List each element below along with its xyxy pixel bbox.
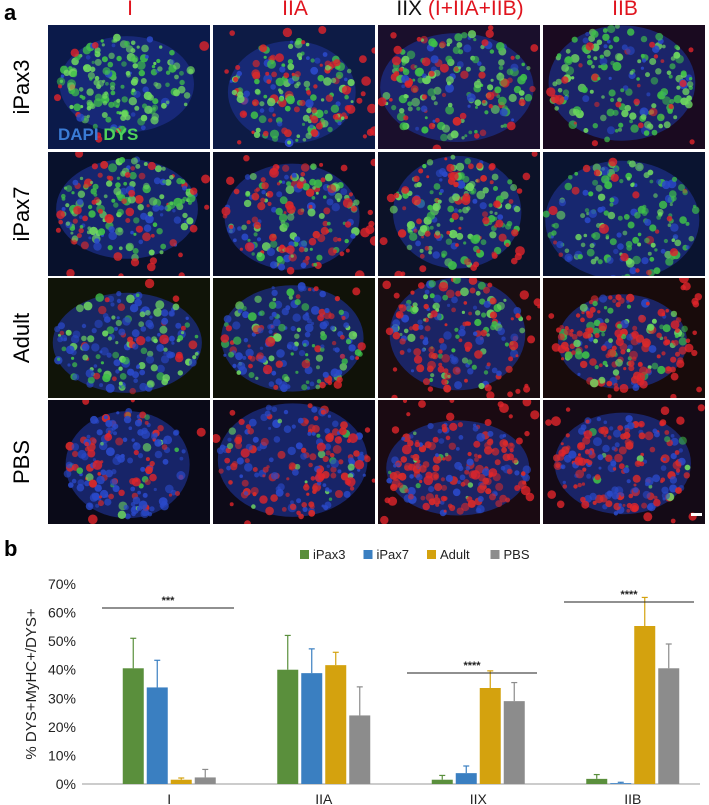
bar-ipax7-i: [146, 687, 168, 784]
bar-chart: 0% 10% 20% 30% 40% 50% 60% 70% % DYS+MyHC+/DYS+ i…: [23, 547, 700, 805]
panel-letter-a: a: [4, 0, 17, 25]
y-tick-label: 30%: [48, 690, 76, 706]
y-tick-label: 0%: [56, 776, 76, 792]
legend-label-pbs: PBS: [504, 547, 530, 562]
row-header-ipax3: iPax3: [9, 59, 34, 115]
bar-pbs-iix: [503, 701, 525, 784]
stain-label-dapi: DAPI: [58, 125, 99, 144]
bar-ipax7-iib: [610, 783, 632, 784]
column-header-text: (I+IIA+IIB): [427, 0, 524, 20]
column-header-4: IIB: [543, 0, 707, 21]
bar-adult-iib: [634, 626, 656, 784]
y-tick-label: 20%: [48, 719, 76, 735]
row-header-adult: Adult: [9, 312, 34, 364]
micrograph-ipax7-3: [378, 152, 540, 276]
legend-label-adult: Adult: [440, 547, 470, 562]
micrograph-adult-4: [543, 278, 705, 398]
legend-label-ipax7: iPax7: [377, 547, 410, 562]
x-tick-label-iia: IIA: [315, 791, 333, 805]
bar-pbs-iia: [349, 715, 371, 784]
bar-adult-iia: [325, 665, 347, 784]
micrograph-adult-2: [213, 278, 375, 398]
significance-label-iib: ****: [620, 589, 638, 601]
x-tick-label-iib: IIB: [624, 791, 641, 805]
legend-label-ipax3: iPax3: [313, 547, 346, 562]
column-header-2: IIA: [213, 0, 377, 21]
x-tick-label-i: I: [167, 791, 171, 805]
micrograph-pbs-3: [378, 400, 540, 524]
stain-label-dys: DYS: [103, 125, 139, 144]
bar-ipax3-i: [122, 668, 144, 784]
column-header-text: IIA: [282, 0, 308, 20]
bar-pbs-i: [194, 777, 216, 784]
micrograph-ipax7-4: [543, 152, 705, 276]
micrograph-adult-3: [378, 278, 540, 398]
bar-pbs-iib: [658, 668, 680, 784]
micrograph-ipax3-4: [543, 25, 705, 149]
column-header-text: IIX: [396, 0, 428, 20]
micrograph-ipax7-2: [213, 152, 375, 276]
legend-swatch-adult: [427, 550, 436, 559]
legend-swatch-ipax3: [300, 550, 309, 559]
micrograph-pbs-2: [213, 400, 375, 524]
y-tick-label: 60%: [48, 605, 76, 621]
x-tick-label-iix: IIX: [470, 791, 488, 805]
bar-ipax3-iia: [277, 669, 299, 784]
stain-label: DAPI DYS: [58, 125, 138, 145]
micrograph-pbs-4: [543, 400, 705, 524]
micrograph-ipax3-3: [378, 25, 540, 149]
row-header-pbs: PBS: [9, 439, 34, 485]
bar-adult-i: [170, 779, 192, 784]
bar-ipax3-iib: [586, 778, 608, 784]
significance-label-i: ***: [162, 595, 176, 607]
y-tick-label: 70%: [48, 576, 76, 592]
micrograph-ipax3-2: [213, 25, 375, 149]
significance-label-iix: ****: [463, 660, 481, 672]
bar-ipax7-iix: [455, 773, 477, 784]
y-tick-label: 10%: [48, 747, 76, 763]
column-header-text: I: [127, 0, 133, 20]
column-header-3: IIX (I+IIA+IIB): [378, 0, 542, 21]
micrograph-pbs-1: [48, 400, 210, 524]
column-header-text: IIB: [612, 0, 638, 20]
column-header-1: I: [48, 0, 212, 21]
legend-swatch-ipax7: [363, 550, 373, 559]
micrograph-ipax3-1: [48, 25, 210, 149]
bar-ipax7-iia: [301, 673, 323, 784]
panel-letter-b: b: [4, 536, 18, 561]
row-header-ipax7: iPax7: [9, 186, 34, 242]
y-axis-label: % DYS+MyHC+/DYS+: [23, 608, 40, 760]
scale-bar: [691, 513, 702, 516]
bar-adult-iix: [479, 688, 501, 784]
legend-swatch-pbs: [490, 550, 500, 559]
y-tick-label: 50%: [48, 633, 76, 649]
bar-ipax3-iix: [431, 779, 453, 784]
micrograph-ipax7-1: [48, 152, 210, 276]
y-tick-label: 40%: [48, 662, 76, 678]
micrograph-adult-1: [48, 278, 210, 398]
